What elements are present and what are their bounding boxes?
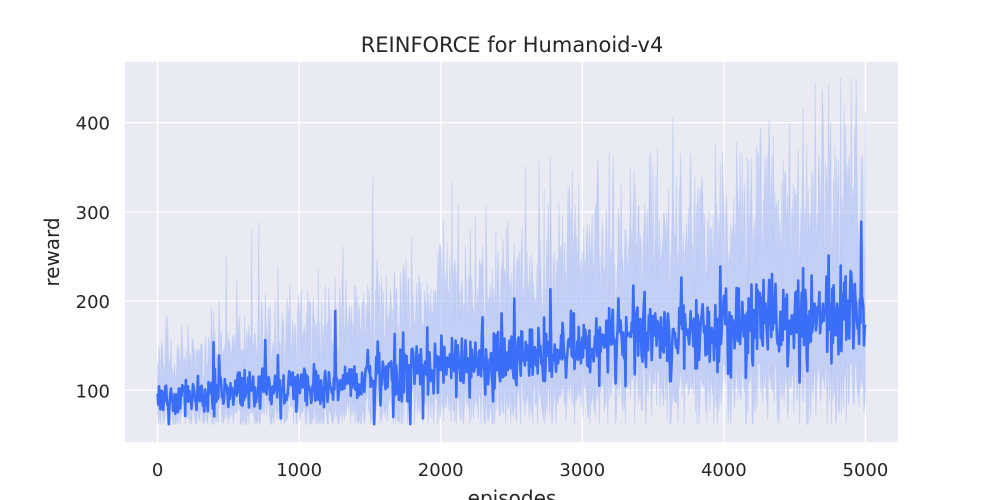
chart-title: REINFORCE for Humanoid-v4 xyxy=(361,33,664,57)
y-tick-label: 300 xyxy=(76,203,110,224)
y-tick-label: 100 xyxy=(76,381,110,402)
mean-reward-line xyxy=(156,220,867,426)
y-tick-label: 200 xyxy=(76,292,110,313)
x-tick-label: 5000 xyxy=(843,460,889,481)
x-tick-label: 2000 xyxy=(418,460,464,481)
x-axis-label: episodes xyxy=(468,486,557,500)
y-tick-labels: 100 200 300 400 xyxy=(76,114,110,403)
y-tick-label: 400 xyxy=(76,114,110,135)
x-tick-label: 4000 xyxy=(701,460,747,481)
x-tick-labels: 0 1000 2000 3000 4000 5000 xyxy=(152,460,889,481)
x-tick-label: 1000 xyxy=(276,460,322,481)
y-axis-label: reward xyxy=(40,217,64,286)
x-tick-label: 0 xyxy=(152,460,163,481)
mean-reward-path xyxy=(156,220,867,426)
x-tick-label: 3000 xyxy=(559,460,605,481)
